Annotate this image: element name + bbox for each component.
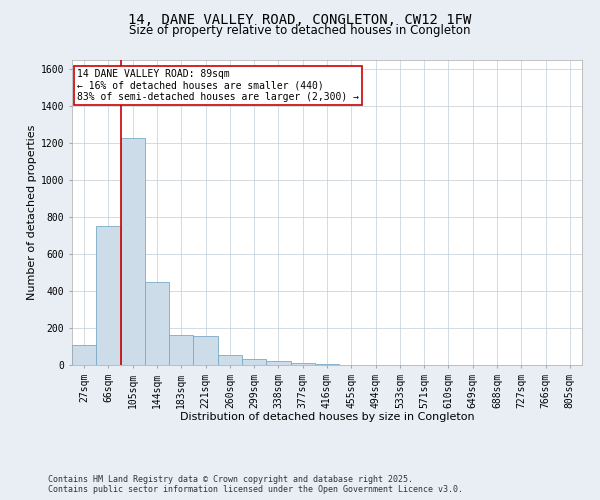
Y-axis label: Number of detached properties: Number of detached properties <box>26 125 37 300</box>
Bar <box>169 336 193 365</box>
Bar <box>96 226 121 365</box>
Bar <box>290 363 315 365</box>
Bar <box>193 336 218 365</box>
Bar <box>242 360 266 365</box>
Bar <box>145 282 169 365</box>
Bar <box>121 138 145 365</box>
Bar <box>72 344 96 365</box>
Bar <box>315 364 339 365</box>
Text: Contains HM Land Registry data © Crown copyright and database right 2025.
Contai: Contains HM Land Registry data © Crown c… <box>48 474 463 494</box>
Text: 14 DANE VALLEY ROAD: 89sqm
← 16% of detached houses are smaller (440)
83% of sem: 14 DANE VALLEY ROAD: 89sqm ← 16% of deta… <box>77 69 359 102</box>
Text: Size of property relative to detached houses in Congleton: Size of property relative to detached ho… <box>129 24 471 37</box>
Text: 14, DANE VALLEY ROAD, CONGLETON, CW12 1FW: 14, DANE VALLEY ROAD, CONGLETON, CW12 1F… <box>128 12 472 26</box>
Bar <box>218 355 242 365</box>
X-axis label: Distribution of detached houses by size in Congleton: Distribution of detached houses by size … <box>179 412 475 422</box>
Bar <box>266 362 290 365</box>
